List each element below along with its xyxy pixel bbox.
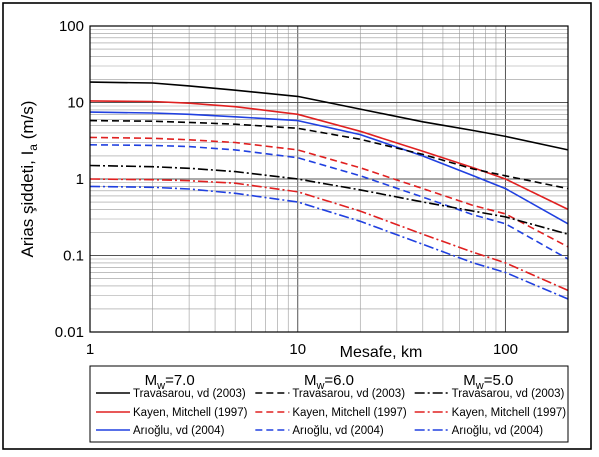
x-tick-label: 100 xyxy=(493,341,518,358)
plot-frame xyxy=(89,25,569,333)
series-line xyxy=(89,136,569,248)
legend-label: Kayen, Mitchell (1997) xyxy=(133,407,248,419)
legend-label: Arıoğlu, vd (2004) xyxy=(292,425,384,437)
series-line xyxy=(89,185,569,300)
series-line xyxy=(89,100,569,211)
y-tick-label: 100 xyxy=(59,18,84,35)
legend-label: Travasarou, vd (2003) xyxy=(133,388,246,400)
legend-group-title: Mw=6.0 xyxy=(304,372,354,392)
y-tick-label: 0.1 xyxy=(63,248,84,265)
x-tick-label: 1 xyxy=(86,341,94,358)
series-line xyxy=(89,164,569,235)
legend-label: Travasarou, vd (2003) xyxy=(452,388,565,400)
legend-label: Travasarou, vd (2003) xyxy=(292,388,405,400)
series-line xyxy=(89,178,569,292)
y-tick-label: 0.01 xyxy=(55,324,84,341)
x-tick-label: 10 xyxy=(289,341,306,358)
y-tick-label: 1 xyxy=(76,171,84,188)
y-axis-label: Arias şiddeti, Ia (m/s) xyxy=(18,101,40,258)
legend-group-title: Mw=5.0 xyxy=(463,372,513,392)
legend-group-title: Mw=7.0 xyxy=(145,372,195,392)
series-line xyxy=(89,144,569,260)
legend-box xyxy=(89,365,569,443)
y-tick-label: 10 xyxy=(67,95,84,112)
legend-label: Arıoğlu, vd (2004) xyxy=(133,425,225,437)
series-line xyxy=(89,111,569,225)
series-layer xyxy=(89,81,569,300)
legend-label: Kayen, Mitchell (1997) xyxy=(452,407,567,419)
series-line xyxy=(89,81,569,151)
plot-area: 1 10 100 0.01 0.1 1 10 100 xyxy=(55,18,569,358)
x-axis-label: Mesafe, km xyxy=(340,344,423,361)
series-line xyxy=(89,119,569,190)
tick-labels: 1 10 100 0.01 0.1 1 10 100 xyxy=(55,18,518,358)
legend-label: Arıoğlu, vd (2004) xyxy=(452,425,544,437)
legend-label: Kayen, Mitchell (1997) xyxy=(292,407,407,419)
